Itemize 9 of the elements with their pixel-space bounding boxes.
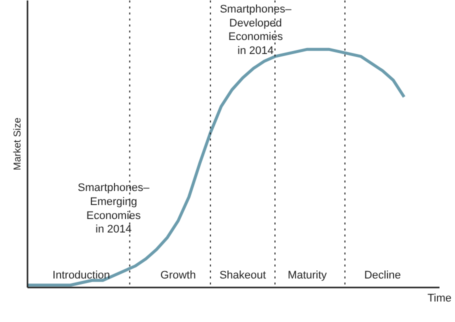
annotation: Smartphones– Emerging Economies in 2014 bbox=[78, 182, 150, 236]
x-tick-label: Maturity bbox=[288, 270, 328, 282]
x-tick-label: Introduction bbox=[52, 270, 110, 282]
annotation: Smartphones– Developed Economies in 2014 bbox=[220, 4, 292, 57]
x-tick-label: Growth bbox=[160, 270, 196, 282]
y-axis-title: Market Size bbox=[12, 117, 24, 170]
x-axis-title: Time bbox=[427, 292, 452, 304]
x-tick-label: Shakeout bbox=[219, 270, 266, 282]
x-tick-label: Decline bbox=[364, 270, 401, 282]
